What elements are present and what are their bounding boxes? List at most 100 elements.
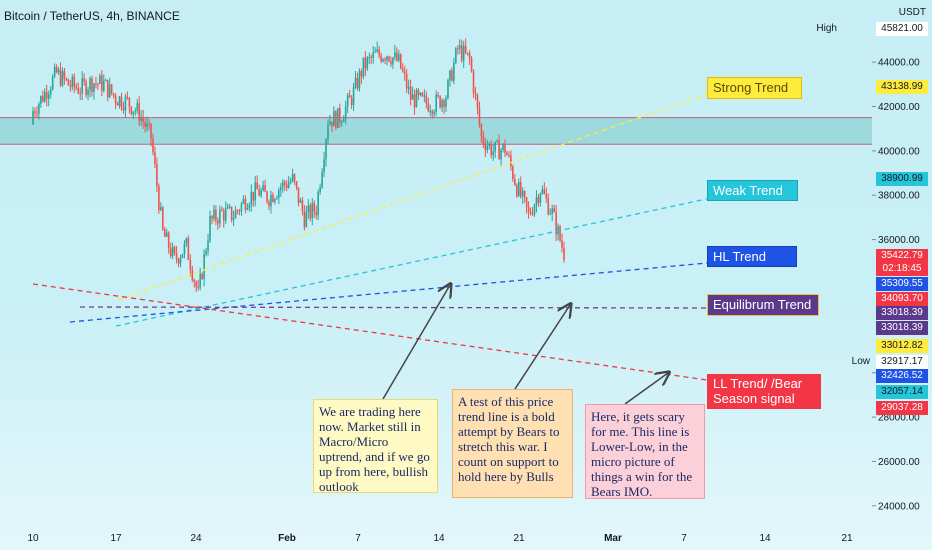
candle-body: [368, 56, 371, 58]
candle-body: [533, 204, 536, 215]
candle-body: [346, 95, 349, 107]
candle-body: [417, 90, 420, 95]
hl-trend-label[interactable]: HL Trend: [707, 246, 797, 267]
candle-body: [63, 71, 66, 79]
candle-body: [563, 247, 565, 261]
candle-body: [272, 194, 274, 202]
candle-body: [146, 123, 148, 128]
candle-body: [429, 110, 432, 112]
candle-body: [378, 49, 380, 56]
note-lower-low[interactable]: Here, it gets scary for me. This line is…: [585, 404, 705, 499]
note-test-trendline[interactable]: A test of this price trend line is a bol…: [452, 389, 573, 498]
equilibrum-trend-line[interactable]: [79, 306, 708, 309]
candle-body: [55, 66, 58, 73]
candle-body: [415, 90, 418, 108]
candle-body: [189, 259, 192, 270]
candle-body: [230, 206, 233, 220]
candle-body: [160, 207, 162, 211]
strong-trend-label[interactable]: Strong Trend: [707, 77, 802, 99]
equilibrum-trend-label[interactable]: Equilibrum Trend: [707, 294, 819, 316]
candle-body: [69, 85, 72, 87]
candle-body: [175, 252, 178, 259]
candle-body: [207, 240, 209, 251]
candle-body: [437, 94, 439, 97]
candle-body: [559, 226, 561, 241]
price-tag: 35309.55: [876, 277, 928, 291]
candle-body: [305, 211, 308, 228]
price-tag: 32057.14: [876, 385, 928, 399]
candle-body: [144, 122, 146, 128]
price-tag: 33018.39: [876, 306, 928, 320]
candle-body: [120, 96, 123, 108]
candle-body: [40, 95, 42, 104]
candle-body: [484, 143, 487, 150]
candle-body: [317, 191, 319, 216]
candle-body: [199, 273, 201, 288]
candle-body: [519, 181, 522, 197]
arrow-note1: [382, 285, 450, 400]
candle-body: [468, 52, 471, 59]
candle-body: [394, 52, 396, 58]
candle-body: [366, 57, 369, 69]
candle-body: [327, 124, 329, 140]
candle-body: [386, 56, 388, 61]
candle-body: [132, 111, 135, 115]
candle-body: [228, 206, 231, 208]
candle-body: [431, 110, 434, 114]
candle-body: [451, 70, 453, 81]
candle-body: [498, 140, 500, 160]
candle-body: [492, 151, 494, 156]
candle-body: [384, 59, 386, 61]
candle-body: [283, 181, 286, 185]
candle-body: [248, 204, 251, 209]
candle-body: [352, 87, 355, 106]
price-tag: 43138.99: [876, 80, 928, 94]
candle-body: [551, 208, 553, 214]
weak-trend-line[interactable]: [115, 180, 791, 327]
note-trading-here[interactable]: We are trading here now. Market still in…: [313, 399, 438, 494]
candle-body: [329, 121, 331, 125]
candle-body: [561, 240, 563, 248]
currency-label: USDT: [898, 7, 926, 18]
candle-body: [193, 280, 196, 282]
candle-body: [140, 117, 142, 121]
candle-body: [458, 45, 461, 49]
candle-body: [435, 94, 437, 112]
candle-body: [163, 229, 166, 237]
candle-body: [95, 83, 97, 85]
candle-body: [506, 152, 508, 156]
ll-trend-label[interactable]: LL Trend/ /Bear Season signal: [707, 374, 821, 409]
strong-trend-line[interactable]: [117, 93, 708, 301]
candle-body: [333, 111, 335, 127]
candle-body: [301, 200, 304, 212]
price-tag: 35422.79: [876, 249, 928, 263]
candle-body: [321, 172, 323, 188]
candle-body: [553, 208, 555, 213]
arrow-note2: [514, 305, 570, 390]
candle-body: [401, 68, 404, 72]
candle-body: [325, 139, 327, 160]
candle-body: [169, 248, 172, 257]
candle-body: [71, 76, 74, 87]
x-tick-label: 7: [355, 533, 361, 544]
candle-body: [425, 95, 428, 104]
weak-trend-label[interactable]: Weak Trend: [707, 180, 798, 201]
candle-body: [57, 69, 60, 73]
ll-trend-line[interactable]: [32, 283, 708, 381]
candle-body: [130, 106, 133, 115]
candle-body: [403, 71, 406, 75]
candle-body: [478, 107, 481, 125]
candle-body: [449, 70, 451, 81]
candle-body: [521, 191, 524, 197]
candle-body: [287, 182, 290, 188]
candle-body: [222, 210, 225, 221]
hl-trend-line[interactable]: [69, 262, 708, 323]
candle-body: [122, 107, 125, 111]
candle-body: [268, 201, 270, 207]
x-tick-label: 17: [110, 533, 122, 544]
candle-body: [142, 117, 144, 123]
candle-body: [419, 92, 422, 95]
resistance-zone[interactable]: [0, 117, 872, 145]
